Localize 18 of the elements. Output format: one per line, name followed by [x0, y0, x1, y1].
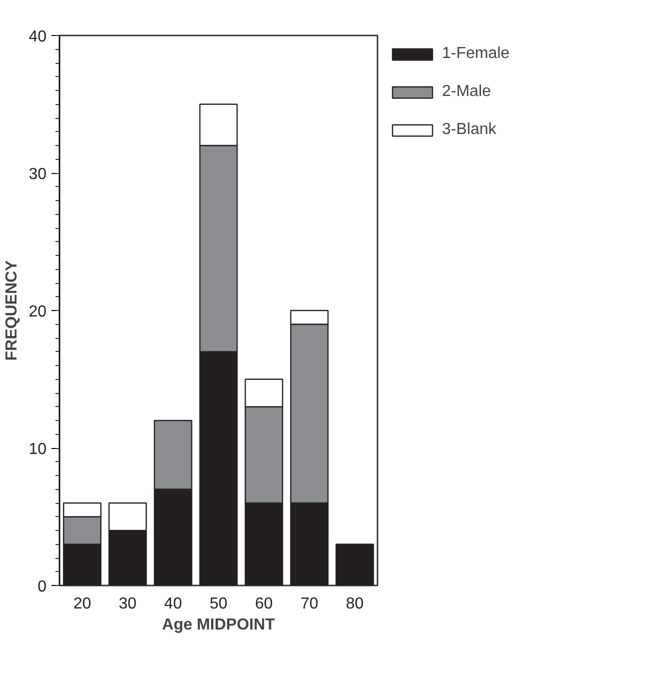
x-tick-label: 20 [73, 596, 92, 612]
legend-label: 2-Male [442, 83, 491, 101]
x-tick-label: 80 [346, 596, 364, 612]
y-tick-label: 20 [28, 304, 47, 320]
x-tick-label: 70 [300, 596, 318, 612]
y-tick-label: 40 [28, 28, 47, 46]
x-tick-label: 40 [164, 596, 182, 612]
x-tick-label: 30 [118, 596, 137, 612]
legend-label: 3-Blank [442, 121, 496, 139]
x-tick-label: 50 [210, 596, 228, 612]
y-axis-title: FREQUENCY [4, 260, 21, 361]
y-tick-label: 30 [28, 166, 47, 183]
x-tick-label: 60 [255, 596, 273, 612]
bar [336, 544, 374, 586]
y-tick-label: 0 [38, 578, 47, 596]
y-tick-label: 10 [28, 441, 47, 458]
x-axis-title: Age MIDPOINT [162, 616, 276, 634]
legend-label: 1-Female [442, 45, 510, 63]
